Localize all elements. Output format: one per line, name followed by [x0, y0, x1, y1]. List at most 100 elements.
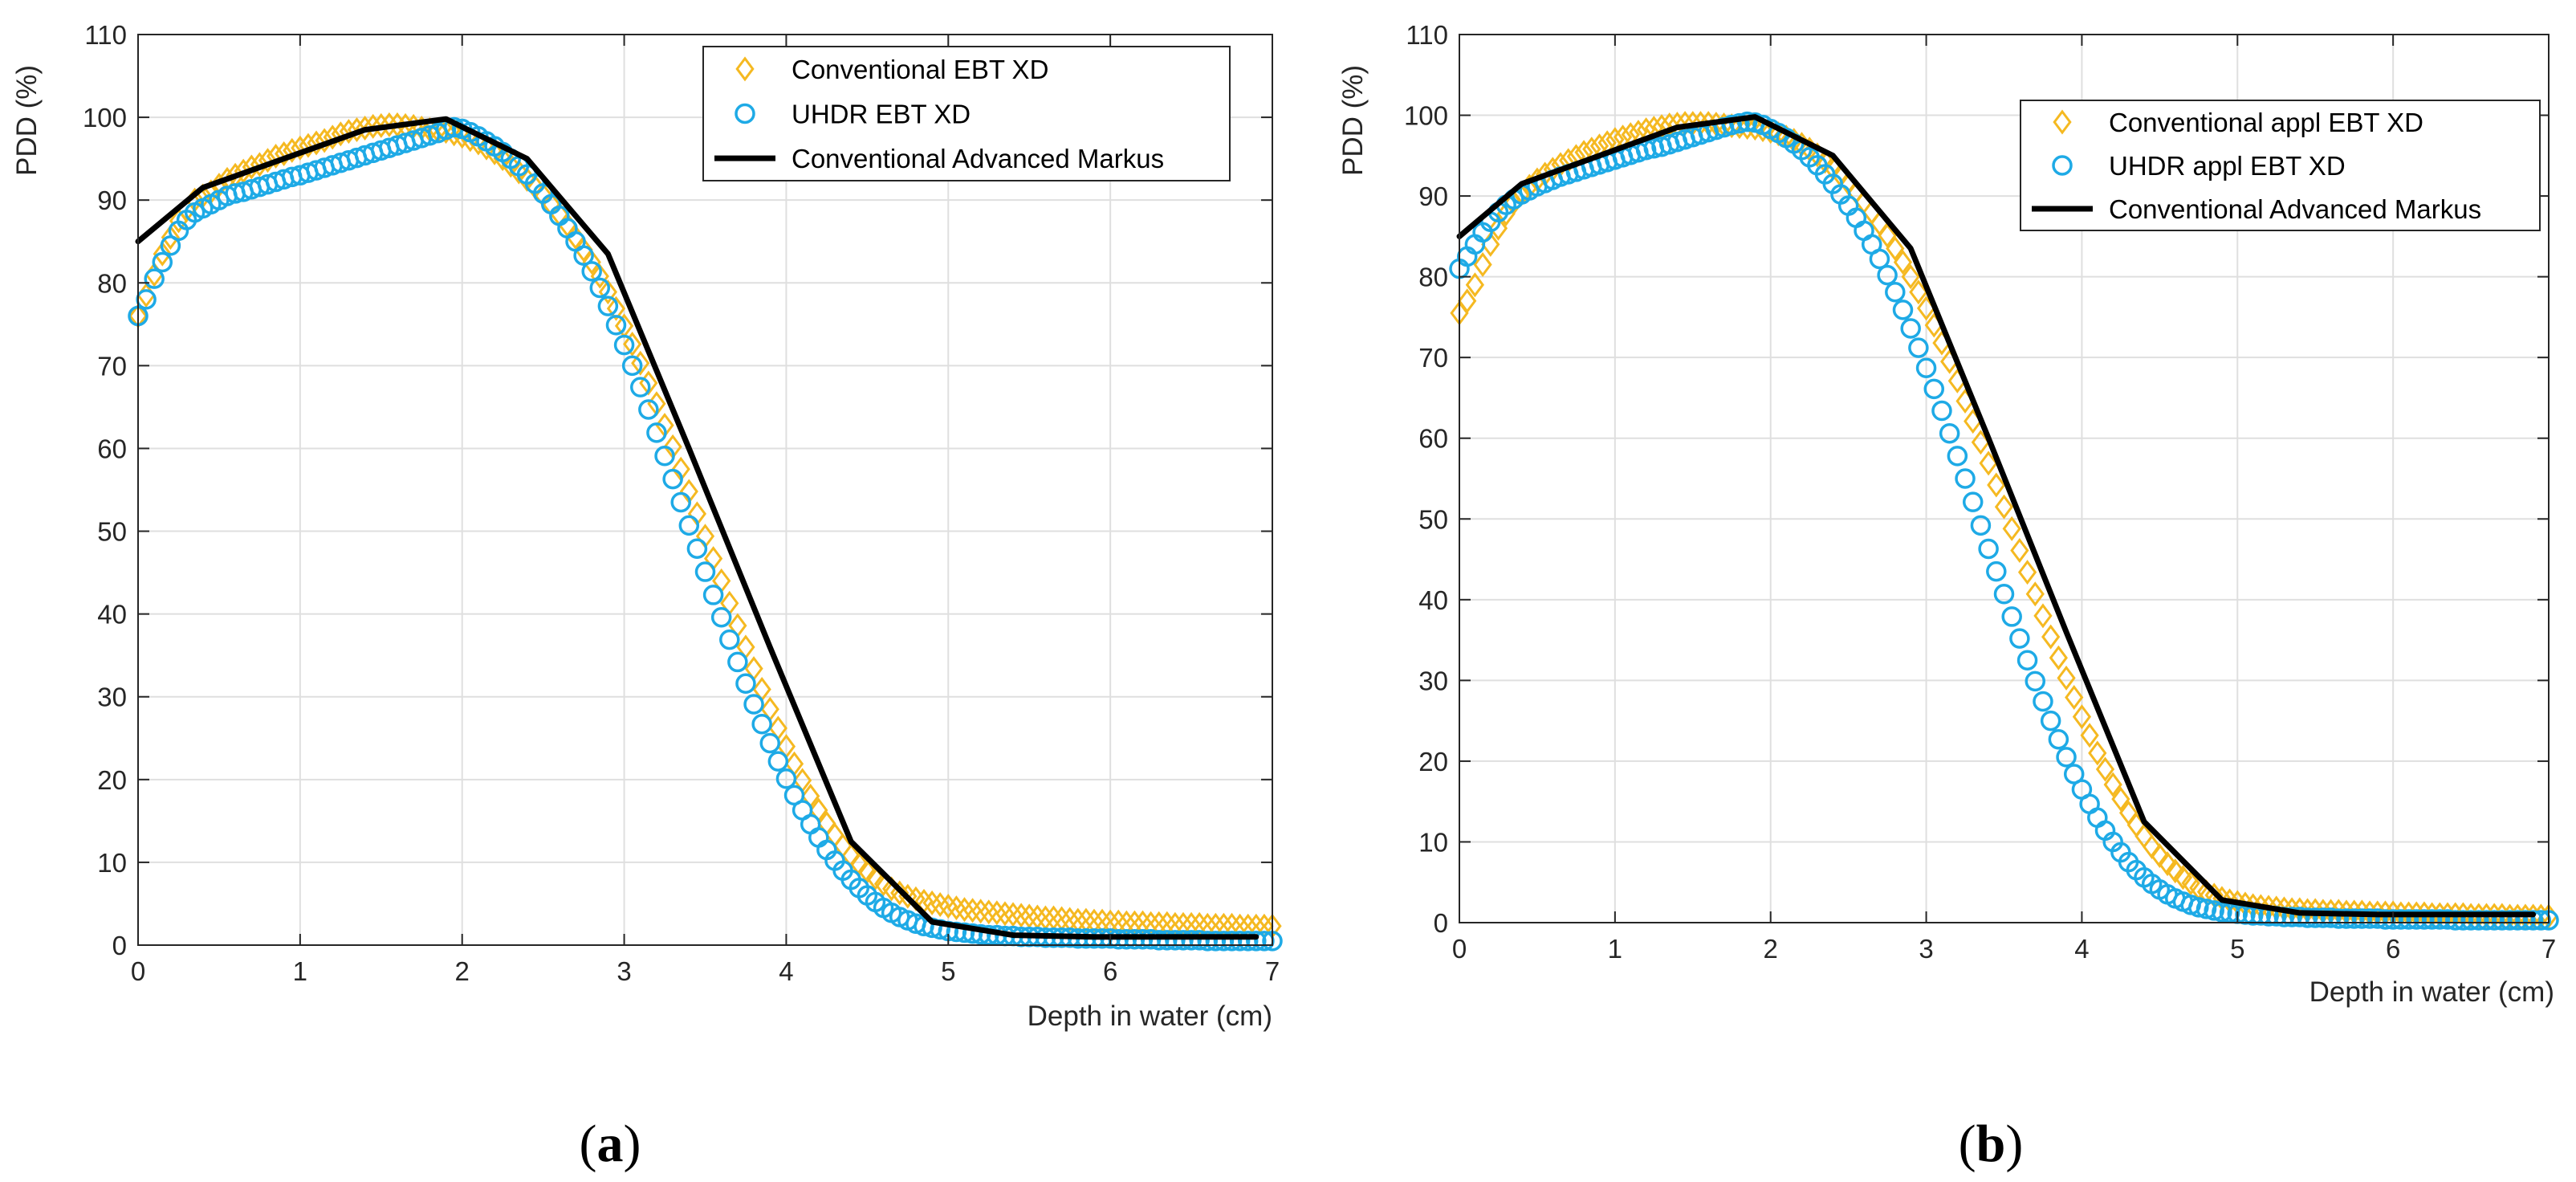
- data-point-circle: [2476, 910, 2497, 931]
- data-point-circle: [646, 422, 667, 443]
- data-point-diamond: [582, 250, 601, 275]
- data-point-diamond: [962, 898, 983, 923]
- data-point-circle: [727, 651, 748, 673]
- data-point-diamond: [250, 152, 270, 177]
- data-point-circle: [662, 468, 683, 490]
- x-tick-label: 0: [1452, 934, 1467, 964]
- data-point-circle: [2048, 729, 2069, 750]
- data-point-diamond: [1019, 903, 1039, 929]
- data-point-diamond: [2103, 772, 2122, 797]
- series-2: [128, 116, 1283, 952]
- data-point-diamond: [1488, 215, 1508, 241]
- legend-box: [702, 46, 1231, 181]
- x-tick-label: 6: [1103, 956, 1117, 986]
- data-point-circle: [2437, 909, 2458, 930]
- data-point-circle: [2009, 628, 2030, 649]
- data-point-diamond: [283, 137, 302, 163]
- data-point-circle: [1923, 378, 1945, 400]
- data-point-circle: [2040, 710, 2061, 732]
- data-point-circle: [2025, 670, 2046, 692]
- data-point-circle: [2460, 910, 2481, 931]
- data-point-circle: [1900, 318, 1921, 339]
- data-point-circle: [767, 751, 789, 772]
- data-point-circle: [2313, 907, 2334, 928]
- data-point-diamond: [1011, 903, 1031, 928]
- data-point-circle: [2016, 650, 2038, 670]
- data-point-circle: [621, 355, 643, 377]
- data-point-circle: [1939, 422, 1960, 444]
- data-point-diamond: [598, 279, 618, 305]
- x-tick-label: 1: [293, 956, 307, 986]
- data-point-diamond: [1085, 908, 1104, 934]
- data-point-circle: [2522, 910, 2544, 931]
- data-point-diamond: [1987, 472, 2006, 498]
- data-point-diamond: [258, 148, 278, 173]
- y-tick-label: 20: [97, 765, 127, 795]
- y-tick-label: 70: [97, 351, 127, 381]
- data-point-diamond: [355, 115, 375, 141]
- data-point-diamond: [372, 112, 391, 138]
- series-3: [1456, 114, 2537, 918]
- data-point-circle: [1221, 931, 1243, 952]
- data-point-circle: [1892, 300, 1914, 320]
- legend-label: Conventional appl EBT XD: [2109, 108, 2423, 137]
- data-point-diamond: [1994, 494, 2014, 520]
- x-tick-label: 6: [2386, 934, 2400, 964]
- data-point-circle: [678, 515, 700, 536]
- data-point-diamond: [2072, 704, 2092, 730]
- data-point-circle: [152, 251, 173, 273]
- data-point-circle: [1173, 930, 1194, 951]
- data-point-circle: [2033, 691, 2053, 712]
- data-point-diamond: [2173, 865, 2193, 891]
- data-point-diamond: [2057, 665, 2076, 691]
- y-tick-label: 70: [1418, 343, 1448, 373]
- x-tick-label: 3: [617, 956, 631, 986]
- y-axis-label: PDD (%): [11, 65, 43, 176]
- y-tick-label: 0: [1434, 908, 1448, 938]
- data-point-diamond: [995, 901, 1015, 927]
- axes-frame: [137, 34, 1273, 946]
- data-point-diamond: [2033, 603, 2053, 629]
- legend-box: [2020, 100, 2541, 231]
- legend-marker-circle: [2052, 155, 2073, 176]
- legend-label: Conventional Advanced Markus: [792, 144, 1164, 173]
- y-tick-label: 0: [112, 931, 127, 960]
- series-line: [1456, 114, 2537, 918]
- data-point-diamond: [606, 296, 626, 321]
- data-point-diamond: [1738, 115, 1757, 141]
- data-point-circle: [2375, 909, 2396, 930]
- y-tick-label: 30: [1418, 666, 1448, 695]
- data-point-circle: [1877, 264, 1898, 286]
- data-point-circle: [2507, 910, 2528, 931]
- data-point-diamond: [631, 350, 650, 376]
- data-point-circle: [2336, 908, 2357, 929]
- data-point-diamond: [2025, 581, 2045, 607]
- data-point-circle: [710, 607, 732, 628]
- data-point-circle: [2484, 910, 2505, 931]
- data-point-circle: [2001, 606, 2022, 627]
- data-point-diamond: [1003, 902, 1023, 927]
- legend-label: Conventional Advanced Markus: [2109, 194, 2481, 224]
- data-point-circle: [2421, 909, 2443, 930]
- data-point-circle: [573, 245, 594, 267]
- y-tick-label: 60: [97, 434, 127, 463]
- data-point-circle: [1729, 112, 1750, 134]
- data-point-circle: [2212, 902, 2232, 923]
- data-point-circle: [1908, 337, 1929, 358]
- data-point-diamond: [307, 130, 326, 156]
- data-point-diamond: [2088, 740, 2107, 766]
- y-tick-label: 110: [84, 20, 127, 50]
- data-point-circle: [630, 377, 651, 397]
- data-point-circle: [1181, 930, 1202, 951]
- x-tick-label: 2: [1764, 934, 1778, 964]
- data-point-circle: [1157, 930, 1178, 951]
- series-3: [135, 116, 1260, 940]
- data-point-circle: [1869, 248, 1890, 270]
- data-point-diamond: [2041, 624, 2061, 650]
- data-point-diamond: [987, 900, 1007, 926]
- tick-marks: [137, 34, 1273, 946]
- data-point-circle: [702, 585, 724, 605]
- data-point-circle: [2444, 910, 2466, 931]
- data-point-circle: [2468, 910, 2489, 931]
- data-point-diamond: [979, 899, 999, 925]
